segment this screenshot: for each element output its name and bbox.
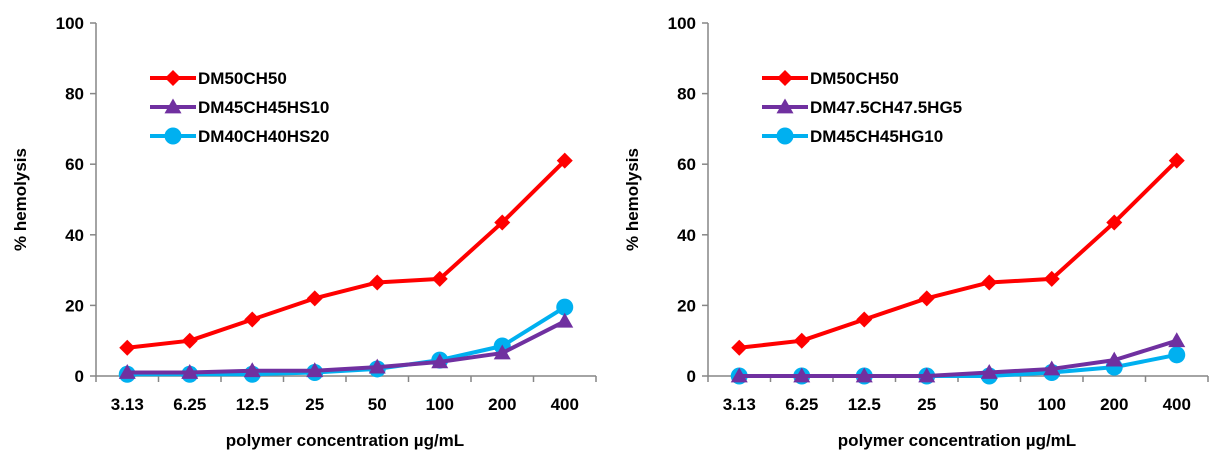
data-point (980, 363, 998, 379)
data-point (119, 339, 136, 356)
legend-marker (165, 70, 181, 86)
data-point (1043, 360, 1061, 376)
x-tick-label: 6.25 (173, 395, 206, 414)
series-1 (731, 152, 1185, 356)
legend-label: DM50CH50 (810, 69, 899, 88)
data-point (118, 363, 136, 379)
legend-label: DM40CH40HS20 (198, 127, 329, 146)
legend-marker (164, 127, 182, 145)
left-chart: 0 20 40 60 80 100 3.13 6.25 12.5 25 50 100 200 400 pol… (11, 14, 597, 450)
series-line (127, 319, 566, 375)
series-line (739, 159, 1179, 350)
x-axis-title: polymer concentration µg/mL (226, 431, 464, 450)
legend-marker (776, 127, 794, 145)
data-point (793, 332, 810, 349)
y-tick-label: 0 (687, 367, 696, 386)
data-point (556, 298, 574, 316)
y-axis-title: % hemolysis (11, 148, 30, 251)
x-tick-label: 200 (1100, 395, 1128, 414)
data-point (493, 344, 511, 360)
y-tick-label: 60 (677, 155, 696, 174)
data-point (306, 362, 324, 378)
y-tick-label: 20 (65, 296, 84, 315)
data-point (181, 332, 198, 349)
legend: DM50CH50 DM47.5CH47.5HG5 DM45CH45HG10 (762, 69, 962, 146)
y-tick-label: 80 (677, 85, 696, 104)
data-point (306, 290, 323, 307)
data-point (1043, 270, 1060, 287)
x-tick-label: 50 (980, 395, 999, 414)
data-point (1168, 346, 1186, 364)
data-point (181, 363, 199, 379)
data-point (981, 274, 998, 291)
legend-label: DM45CH45HG10 (810, 127, 943, 146)
legend-label: DM50CH50 (198, 69, 287, 88)
y-axis-title: % hemolysis (623, 148, 642, 251)
x-tick-label: 12.5 (236, 395, 269, 414)
data-point (431, 353, 449, 369)
y-tick-label: 40 (677, 226, 696, 245)
y-tick-label: 100 (56, 14, 84, 33)
x-tick-label: 3.13 (111, 395, 144, 414)
data-point (368, 358, 386, 374)
y-tick-label: 80 (65, 85, 84, 104)
legend-label: DM45CH45HS10 (198, 98, 329, 117)
x-tick-label: 100 (1038, 395, 1066, 414)
x-tick-label: 200 (488, 395, 516, 414)
x-tick-label: 6.25 (785, 395, 818, 414)
series-1 (119, 152, 573, 356)
x-tick-label: 12.5 (848, 395, 881, 414)
y-tick-label: 40 (65, 226, 84, 245)
x-tick-label: 400 (1163, 395, 1191, 414)
right-chart-svg: 0 20 40 60 80 100 3.13 6.25 12.5 25 50 100 200 400 pol… (623, 14, 1209, 450)
left-chart-svg: 0 20 40 60 80 100 3.13 6.25 12.5 25 50 100 200 400 pol… (11, 14, 597, 450)
data-point (431, 270, 448, 287)
data-point (730, 367, 748, 383)
data-point (556, 152, 573, 169)
data-point (369, 274, 386, 291)
data-point (1168, 152, 1185, 169)
y-tick-label: 20 (677, 296, 696, 315)
right-chart: 0 20 40 60 80 100 3.13 6.25 12.5 25 50 100 200 400 pol… (612, 0, 1219, 455)
x-tick-label: 3.13 (723, 395, 756, 414)
data-point (918, 367, 936, 383)
x-axis-title: polymer concentration µg/mL (838, 431, 1076, 450)
legend-label: DM47.5CH47.5HG5 (810, 98, 962, 117)
x-tick-label: 400 (551, 395, 579, 414)
series-2 (730, 332, 1186, 383)
legend-marker (776, 98, 794, 114)
x-tick-label: 50 (368, 395, 387, 414)
data-point (244, 311, 261, 328)
data-point (1105, 351, 1123, 367)
data-point (793, 367, 811, 383)
y-tick-label: 0 (75, 367, 84, 386)
y-tick-label: 60 (65, 155, 84, 174)
x-tick-label: 25 (305, 395, 324, 414)
x-tick-label: 100 (426, 395, 454, 414)
data-point (856, 311, 873, 328)
data-point (918, 290, 935, 307)
series-line (127, 159, 567, 350)
series-line (739, 338, 1178, 378)
data-point (855, 367, 873, 383)
legend: DM50CH50 DM45CH45HS10 DM40CH40HS20 (150, 69, 329, 146)
series-2 (118, 312, 574, 379)
y-tick-label: 100 (668, 14, 696, 33)
data-point (243, 362, 261, 378)
x-tick-label: 25 (917, 395, 936, 414)
data-point (1106, 214, 1123, 231)
data-point (731, 339, 748, 356)
legend-marker (164, 98, 182, 114)
data-point (556, 312, 574, 328)
data-point (1168, 332, 1186, 348)
data-point (494, 214, 511, 231)
legend-marker (777, 70, 793, 86)
